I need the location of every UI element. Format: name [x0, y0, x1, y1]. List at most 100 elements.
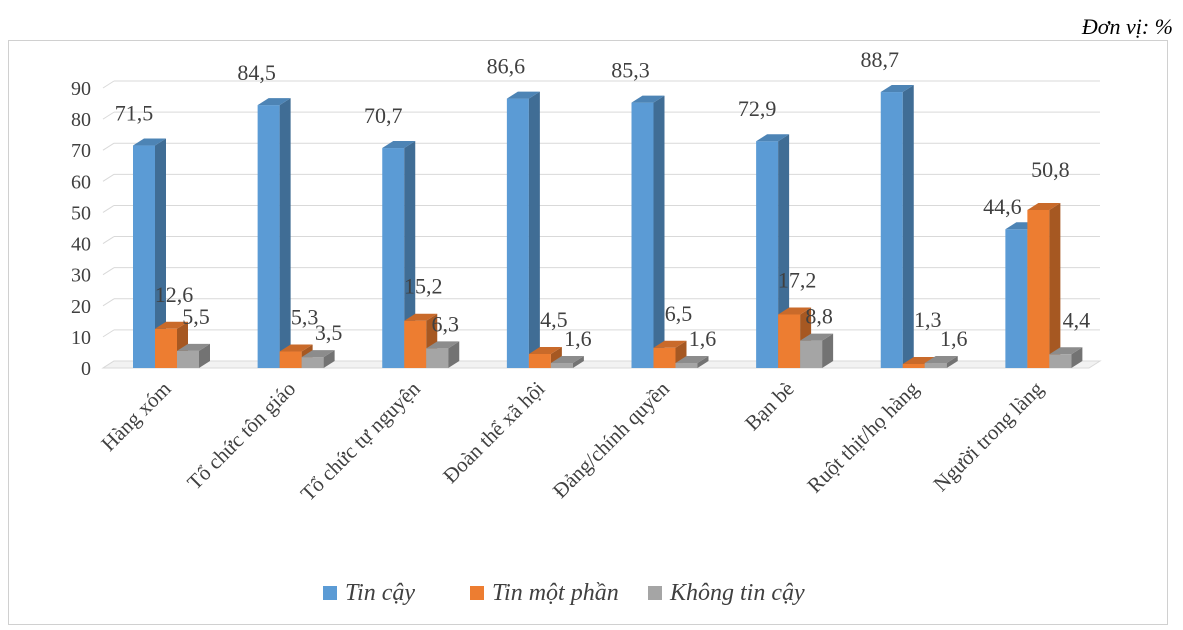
bar-top: [1049, 347, 1083, 355]
bar-top: [756, 134, 790, 142]
bar-side: [1071, 347, 1083, 368]
y-tick-label: 70: [71, 140, 91, 162]
data-label: 15,2: [404, 274, 443, 299]
unit-label: Đơn vị: %: [1081, 14, 1173, 39]
data-label: 86,6: [487, 54, 526, 79]
y-tick-label: 60: [71, 171, 91, 193]
bar-top: [778, 307, 812, 315]
bar-front: [301, 357, 324, 368]
bar-side: [572, 356, 584, 368]
bar-front: [631, 102, 654, 368]
x-category-label: Ruột thịt/họ hàng: [802, 376, 923, 497]
bar-top: [155, 321, 188, 329]
data-label: 72,9: [738, 96, 777, 121]
bar-top: [800, 333, 834, 341]
bar-top: [675, 356, 709, 364]
bar-top: [133, 138, 166, 146]
gridline-side: [102, 80, 115, 89]
y-tick-label: 10: [71, 327, 91, 349]
data-label: 44,6: [983, 194, 1022, 219]
bar-top: [528, 347, 562, 354]
data-label: 84,5: [237, 60, 276, 85]
bar-top: [404, 313, 438, 321]
y-tick-label: 90: [71, 78, 91, 100]
y-tick-label: 40: [71, 234, 91, 256]
legend-label: Không tin cậy: [669, 580, 805, 606]
bar-side: [448, 341, 460, 368]
bar-front: [653, 347, 676, 368]
y-tick-label: 30: [71, 265, 91, 287]
y-tick-label: 80: [71, 109, 91, 131]
data-label: 4,4: [1063, 307, 1091, 332]
data-label: 12,6: [155, 282, 194, 307]
legend-swatch: [323, 586, 337, 600]
y-tick-label: 50: [71, 202, 91, 224]
gridline-side: [102, 298, 115, 307]
bar-front: [404, 320, 427, 368]
bar-side: [822, 333, 834, 368]
data-label: 5,3: [291, 305, 319, 330]
data-label: 70,7: [364, 103, 403, 128]
x-category-label: Người trong làng: [928, 376, 1048, 496]
bar-side: [323, 350, 335, 368]
data-label: 1,3: [914, 307, 942, 332]
bar-side: [279, 98, 291, 368]
data-label: 1,6: [564, 326, 592, 351]
bar-front: [1049, 354, 1072, 368]
bar-side: [697, 356, 709, 368]
bar-front: [177, 350, 199, 368]
data-label: 1,6: [940, 326, 968, 351]
data-label: 4,5: [540, 307, 568, 332]
chart-frame: [8, 40, 1168, 625]
data-label: 17,2: [778, 267, 817, 292]
data-label: 88,7: [861, 47, 900, 72]
bar-top: [924, 356, 958, 364]
bar-top: [177, 343, 210, 351]
gridline-side: [102, 267, 115, 276]
bar-front: [1005, 229, 1028, 368]
bar-front: [756, 141, 779, 368]
bar-top: [301, 350, 335, 358]
y-tick-label: 20: [71, 296, 91, 318]
bar-front: [528, 354, 551, 368]
bar-front: [880, 92, 903, 369]
bar-front: [382, 148, 405, 368]
bar-front: [800, 340, 823, 368]
gridline-side: [102, 142, 115, 151]
bar-top: [506, 91, 540, 99]
bar-front: [550, 363, 573, 368]
bar-side: [199, 343, 210, 368]
bar-top: [550, 356, 584, 364]
bar-front: [155, 328, 177, 368]
bar-front: [506, 98, 529, 369]
legend-label: Tin cậy: [345, 580, 415, 606]
bar-front: [257, 105, 280, 368]
x-category-label: Hàng xóm: [96, 377, 175, 456]
bar-top: [631, 95, 665, 103]
data-label: 6,5: [665, 301, 693, 326]
data-label: 71,5: [115, 101, 154, 126]
bar-front: [1027, 209, 1050, 368]
data-label: 85,3: [611, 58, 650, 83]
bar-front: [133, 145, 155, 368]
x-category-label: Đoàn thể xã hội: [438, 376, 550, 488]
gridline-side: [102, 236, 115, 244]
bar-side: [404, 141, 416, 368]
x-category-label: Tổ chức tôn giáo: [182, 377, 300, 495]
bar-top: [1027, 202, 1061, 210]
data-label: 8,8: [805, 304, 833, 329]
bar-front: [924, 363, 947, 368]
bar-top: [257, 98, 291, 106]
data-label: 3,5: [315, 320, 343, 345]
y-tick-label: 0: [81, 358, 91, 380]
x-category-label: Đảng/chính quyền: [548, 376, 675, 503]
bar-top: [382, 141, 416, 149]
x-category-label: Tổ chức tự nguyện: [296, 376, 425, 505]
bar-front: [675, 363, 698, 368]
bar-side: [902, 85, 914, 369]
bar-top: [279, 344, 313, 352]
bar-side: [155, 138, 166, 368]
bar-side: [946, 356, 958, 368]
bar-front: [426, 348, 449, 368]
